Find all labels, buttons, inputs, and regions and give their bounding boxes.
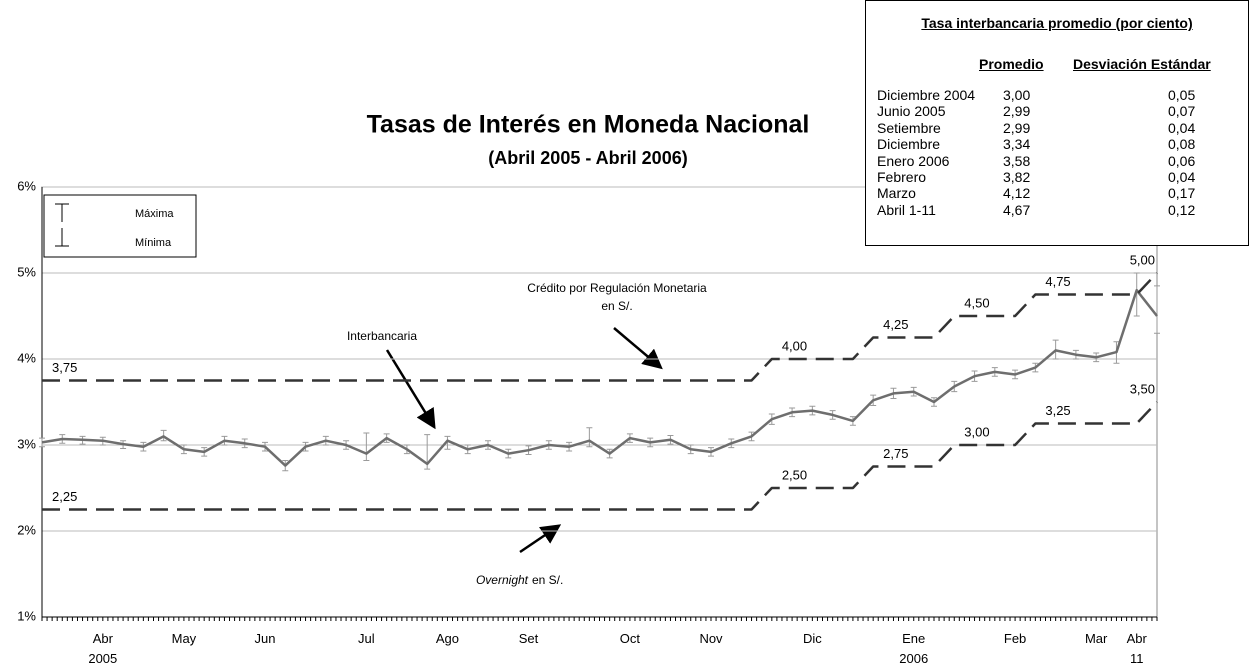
data-label: 3,25 (1045, 403, 1070, 418)
cell-mean: 3,34 (1003, 136, 1031, 153)
series-line (42, 401, 1158, 511)
series-line (42, 272, 1158, 382)
cell-std: 0,07 (1168, 103, 1196, 120)
row-label: Abril 1-11 (877, 201, 936, 218)
data-label: 2,25 (52, 489, 77, 504)
column-header: Desviación Estándar (1073, 56, 1211, 72)
column-header: Promedio (979, 56, 1044, 72)
arrow (613, 327, 663, 370)
series-label: Overnight (476, 573, 529, 587)
cell-std: 0,04 (1168, 169, 1196, 185)
cell-std: 0,05 (1168, 87, 1196, 103)
x-tick-label: Mar (1084, 631, 1108, 646)
plot-frame (41, 186, 1158, 618)
legend-min-label: Mínima (135, 237, 172, 249)
legend-box (43, 194, 197, 258)
x-tick-label: Oct (619, 631, 641, 646)
series-label: Interbancaria (347, 329, 417, 343)
cell-mean: 3,58 (1003, 152, 1031, 169)
table-title: Tasa interbancaria promedio (por ciento) (921, 15, 1193, 31)
data-label: 3,50 (1130, 381, 1155, 396)
x-tick-label: Nov (699, 631, 723, 646)
cell-std: 0,12 (1168, 201, 1196, 218)
y-tick-label: 1% (17, 608, 36, 623)
row-label: Marzo (877, 185, 916, 202)
data-label: 2,75 (883, 446, 908, 461)
stats-table: Tasa interbancaria promedio (por ciento)… (865, 0, 1249, 246)
data-label: 4,50 (964, 295, 989, 310)
row-label: Junio 2005 (877, 103, 946, 120)
error-bar (39, 437, 45, 448)
data-label: 3,00 (964, 424, 989, 439)
data-label: 3,75 (52, 360, 77, 375)
plot-area (41, 186, 1158, 618)
cell-mean: 4,67 (1003, 201, 1031, 218)
error-bar (1133, 272, 1140, 317)
error-bar (586, 427, 593, 448)
data-label: 2,50 (782, 467, 807, 482)
data-label: 4,25 (883, 317, 908, 332)
x-tick-label: Abr 11 (1126, 631, 1147, 666)
row-label: Setiembre (877, 119, 941, 136)
cell-std: 0,06 (1168, 152, 1196, 169)
row-label: Diciembre (877, 136, 941, 153)
row-label: Diciembre 2004 (877, 87, 976, 103)
y-tick-label: 3% (17, 436, 36, 451)
cell-mean: 4,12 (1003, 185, 1031, 202)
cell-mean: 2,99 (1003, 103, 1031, 120)
annotation: en S/. (532, 573, 563, 587)
error-legend: Máxima Mínima (43, 194, 197, 258)
data-label: 4,75 (1045, 274, 1070, 289)
annotation: en S/. (601, 299, 632, 313)
x-tick-label: Ene 2006 (899, 631, 929, 666)
x-tick-label: May (171, 631, 197, 646)
error-bar (1154, 285, 1160, 334)
x-tick-label: Jul (358, 631, 375, 646)
legend-min-symbol (55, 228, 69, 247)
y-tick-label: 4% (17, 350, 36, 365)
arrow (385, 349, 436, 430)
row-label: Febrero (877, 169, 927, 185)
x-tick-label: Abr 2005 (88, 631, 118, 666)
y-tick-label: 2% (17, 522, 36, 537)
chart-subtitle: (Abril 2005 - Abril 2006) (488, 148, 687, 168)
cell-std: 0,08 (1168, 136, 1196, 153)
y-tick-label: 5% (17, 264, 36, 279)
x-tick-label: Ago (435, 631, 460, 646)
legend-max-symbol (55, 203, 69, 222)
row-label: Enero 2006 (877, 152, 950, 169)
error-bar (363, 432, 370, 461)
cell-mean: 2,99 (1003, 119, 1031, 136)
cell-mean: 3,82 (1003, 169, 1031, 185)
data-label: 5,00 (1130, 252, 1155, 267)
error-bar (444, 435, 451, 450)
series-line (41, 288, 1158, 467)
x-tick-label: Dic (802, 631, 822, 646)
legend-max-label: Máxima (135, 208, 174, 220)
x-tick-label: Set (518, 631, 539, 646)
y-tick-label: 6% (17, 178, 36, 193)
cell-std: 0,04 (1168, 119, 1196, 136)
x-tick-label: Feb (1003, 631, 1027, 646)
x-tick-label: Jun (254, 631, 276, 646)
data-label: 4,00 (782, 338, 807, 353)
cell-mean: 3,00 (1003, 87, 1031, 103)
cell-std: 0,17 (1168, 185, 1196, 202)
chart-title: Tasas de Interés en Moneda Nacional (367, 111, 810, 139)
series-label: Crédito por Regulación Monetaria (527, 281, 707, 295)
